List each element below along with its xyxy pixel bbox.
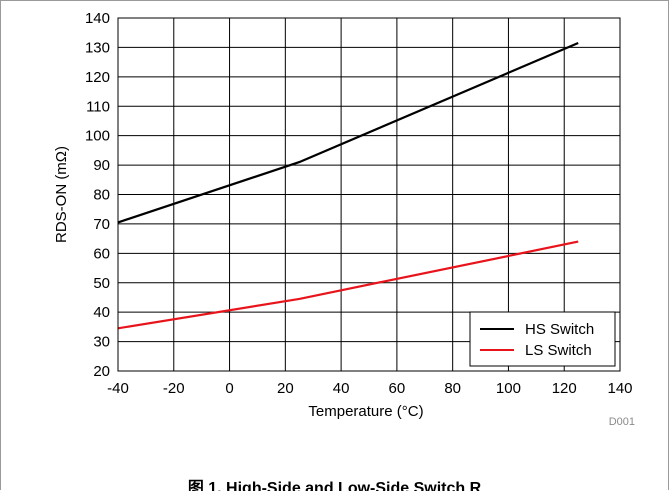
y-tick-label-100: 100 <box>85 128 110 145</box>
y-tick-label-140: 140 <box>85 10 110 27</box>
x-tick-label-120: 120 <box>552 380 577 397</box>
y-axis-tick-labels: 20 30 40 50 60 70 80 90 100 110 120 130 140 <box>85 10 110 380</box>
y-tick-label-70: 70 <box>93 216 110 233</box>
x-tick-label-20: -20 <box>163 380 185 397</box>
x-tick-label-20: 20 <box>277 380 294 397</box>
figure-caption: 图 1. High-Side and Low-Side Switch R <box>187 480 482 491</box>
series-line-hs-switch <box>117 41 579 224</box>
y-tick-label-50: 50 <box>93 275 110 292</box>
y-tick-label-90: 90 <box>93 157 110 174</box>
plot-area-border <box>117 17 621 372</box>
rds-on-vs-temperature-chart: -40 -20 0 20 40 60 80 100 120 140 20 30 40 50 60 70 80 9… <box>53 10 635 428</box>
y-tick-label-110: 110 <box>86 98 110 115</box>
series-lines <box>117 41 579 330</box>
x-tick-label-140: 140 <box>607 380 632 397</box>
figure-id: D001 <box>609 416 635 428</box>
x-tick-label-80: 80 <box>444 380 461 397</box>
y-tick-label-60: 60 <box>93 245 110 262</box>
x-tick-label-100: 100 <box>496 380 521 397</box>
legend-label-ls-switch: LS Switch <box>525 342 592 359</box>
x-tick-label-40: 40 <box>333 380 350 397</box>
x-tick-label-0: 0 <box>225 380 233 397</box>
y-tick-label-20: 20 <box>93 363 110 380</box>
legend-box <box>469 311 616 367</box>
legend-label-hs-switch: HS Switch <box>525 321 594 338</box>
y-tick-label-120: 120 <box>85 69 110 86</box>
x-axis-tick-labels: -40 -20 0 20 40 60 80 100 120 140 <box>107 380 632 397</box>
series-line-ls-switch <box>117 240 579 330</box>
y-tick-label-40: 40 <box>93 304 110 321</box>
y-tick-label-30: 30 <box>93 334 110 351</box>
y-tick-label-130: 130 <box>85 39 110 56</box>
legend: HS Switch LS Switch <box>469 311 616 367</box>
y-axis-title: RDS-ON (mΩ) <box>53 146 70 243</box>
x-tick-label-40: -40 <box>107 380 129 397</box>
x-axis-title: Temperature (°C) <box>308 403 423 420</box>
x-tick-label-60: 60 <box>389 380 406 397</box>
y-tick-label-80: 80 <box>93 187 110 204</box>
